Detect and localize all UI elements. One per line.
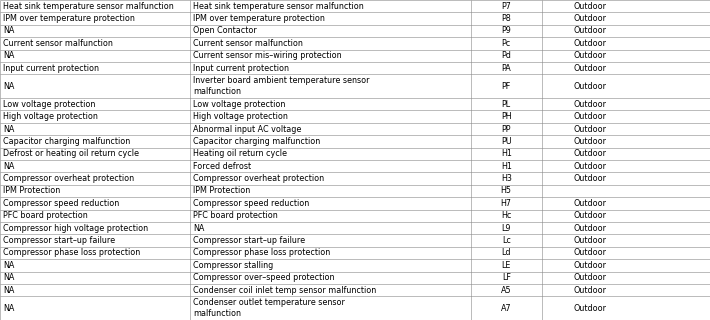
Text: Outdoor: Outdoor <box>574 224 607 233</box>
Text: H1: H1 <box>501 149 512 158</box>
Text: Outdoor: Outdoor <box>574 174 607 183</box>
Text: PU: PU <box>501 137 512 146</box>
Text: Outdoor: Outdoor <box>574 2 607 11</box>
Text: Input current protection: Input current protection <box>3 64 99 73</box>
Text: Low voltage protection: Low voltage protection <box>3 100 95 109</box>
Text: H7: H7 <box>501 199 512 208</box>
Text: Inverter board ambient temperature sensor
malfunction: Inverter board ambient temperature senso… <box>193 76 370 96</box>
Text: Current sensor malfunction: Current sensor malfunction <box>3 39 113 48</box>
Text: PP: PP <box>501 124 511 133</box>
Text: Capacitor charging malfunction: Capacitor charging malfunction <box>193 137 320 146</box>
Text: IPM Protection: IPM Protection <box>193 187 251 196</box>
Text: Outdoor: Outdoor <box>574 149 607 158</box>
Text: LE: LE <box>501 261 511 270</box>
Text: PA: PA <box>501 64 511 73</box>
Text: Low voltage protection: Low voltage protection <box>193 100 285 109</box>
Text: NA: NA <box>3 273 14 282</box>
Text: Abnormal input AC voltage: Abnormal input AC voltage <box>193 124 302 133</box>
Text: NA: NA <box>3 162 14 171</box>
Text: L9: L9 <box>501 224 511 233</box>
Text: Ld: Ld <box>501 248 511 257</box>
Text: NA: NA <box>3 82 14 91</box>
Text: NA: NA <box>3 286 14 295</box>
Text: Outdoor: Outdoor <box>574 199 607 208</box>
Text: Outdoor: Outdoor <box>574 124 607 133</box>
Text: PH: PH <box>501 112 511 121</box>
Text: Outdoor: Outdoor <box>574 27 607 36</box>
Text: Condenser outlet temperature sensor
malfunction: Condenser outlet temperature sensor malf… <box>193 299 345 318</box>
Text: H5: H5 <box>501 187 512 196</box>
Text: Compressor phase loss protection: Compressor phase loss protection <box>3 248 141 257</box>
Text: H3: H3 <box>501 174 512 183</box>
Text: Outdoor: Outdoor <box>574 137 607 146</box>
Text: Compressor overheat protection: Compressor overheat protection <box>193 174 324 183</box>
Text: A7: A7 <box>501 304 511 313</box>
Text: Compressor speed reduction: Compressor speed reduction <box>3 199 119 208</box>
Text: Outdoor: Outdoor <box>574 112 607 121</box>
Text: Outdoor: Outdoor <box>574 261 607 270</box>
Text: LF: LF <box>502 273 510 282</box>
Text: Defrost or heating oil return cycle: Defrost or heating oil return cycle <box>3 149 139 158</box>
Text: NA: NA <box>3 124 14 133</box>
Text: IPM over temperature protection: IPM over temperature protection <box>3 14 135 23</box>
Text: Outdoor: Outdoor <box>574 286 607 295</box>
Text: Input current protection: Input current protection <box>193 64 289 73</box>
Text: NA: NA <box>193 224 204 233</box>
Text: Outdoor: Outdoor <box>574 248 607 257</box>
Text: PFC board protection: PFC board protection <box>3 211 88 220</box>
Text: Capacitor charging malfunction: Capacitor charging malfunction <box>3 137 130 146</box>
Text: Outdoor: Outdoor <box>574 211 607 220</box>
Text: H1: H1 <box>501 162 512 171</box>
Text: Compressor start–up failure: Compressor start–up failure <box>193 236 305 245</box>
Text: NA: NA <box>3 51 14 60</box>
Text: Compressor over–speed protection: Compressor over–speed protection <box>193 273 335 282</box>
Text: NA: NA <box>3 27 14 36</box>
Text: Outdoor: Outdoor <box>574 64 607 73</box>
Text: P7: P7 <box>501 2 511 11</box>
Text: Forced defrost: Forced defrost <box>193 162 251 171</box>
Text: Outdoor: Outdoor <box>574 100 607 109</box>
Text: Current sensor mis–wiring protection: Current sensor mis–wiring protection <box>193 51 342 60</box>
Text: Compressor start–up failure: Compressor start–up failure <box>3 236 115 245</box>
Text: Outdoor: Outdoor <box>574 273 607 282</box>
Text: Outdoor: Outdoor <box>574 162 607 171</box>
Text: Hc: Hc <box>501 211 511 220</box>
Text: Outdoor: Outdoor <box>574 82 607 91</box>
Text: Outdoor: Outdoor <box>574 39 607 48</box>
Text: PFC board protection: PFC board protection <box>193 211 278 220</box>
Text: P9: P9 <box>501 27 511 36</box>
Text: Compressor overheat protection: Compressor overheat protection <box>3 174 134 183</box>
Text: Lc: Lc <box>502 236 510 245</box>
Text: A5: A5 <box>501 286 511 295</box>
Text: Outdoor: Outdoor <box>574 304 607 313</box>
Text: Heat sink temperature sensor malfunction: Heat sink temperature sensor malfunction <box>3 2 174 11</box>
Text: IPM over temperature protection: IPM over temperature protection <box>193 14 325 23</box>
Text: Condenser coil inlet temp sensor malfunction: Condenser coil inlet temp sensor malfunc… <box>193 286 376 295</box>
Text: IPM Protection: IPM Protection <box>3 187 60 196</box>
Text: Open Contactor: Open Contactor <box>193 27 257 36</box>
Text: High voltage protection: High voltage protection <box>3 112 98 121</box>
Text: Pc: Pc <box>501 39 511 48</box>
Text: PF: PF <box>501 82 511 91</box>
Text: High voltage protection: High voltage protection <box>193 112 288 121</box>
Text: Compressor speed reduction: Compressor speed reduction <box>193 199 310 208</box>
Text: Heat sink temperature sensor malfunction: Heat sink temperature sensor malfunction <box>193 2 364 11</box>
Text: Compressor phase loss protection: Compressor phase loss protection <box>193 248 331 257</box>
Text: NA: NA <box>3 304 14 313</box>
Text: P8: P8 <box>501 14 511 23</box>
Text: Outdoor: Outdoor <box>574 51 607 60</box>
Text: Current sensor malfunction: Current sensor malfunction <box>193 39 303 48</box>
Text: Heating oil return cycle: Heating oil return cycle <box>193 149 288 158</box>
Text: PL: PL <box>502 100 510 109</box>
Text: Outdoor: Outdoor <box>574 14 607 23</box>
Text: NA: NA <box>3 261 14 270</box>
Text: Pd: Pd <box>501 51 511 60</box>
Text: Outdoor: Outdoor <box>574 236 607 245</box>
Text: Compressor stalling: Compressor stalling <box>193 261 273 270</box>
Text: Compressor high voltage protection: Compressor high voltage protection <box>3 224 148 233</box>
